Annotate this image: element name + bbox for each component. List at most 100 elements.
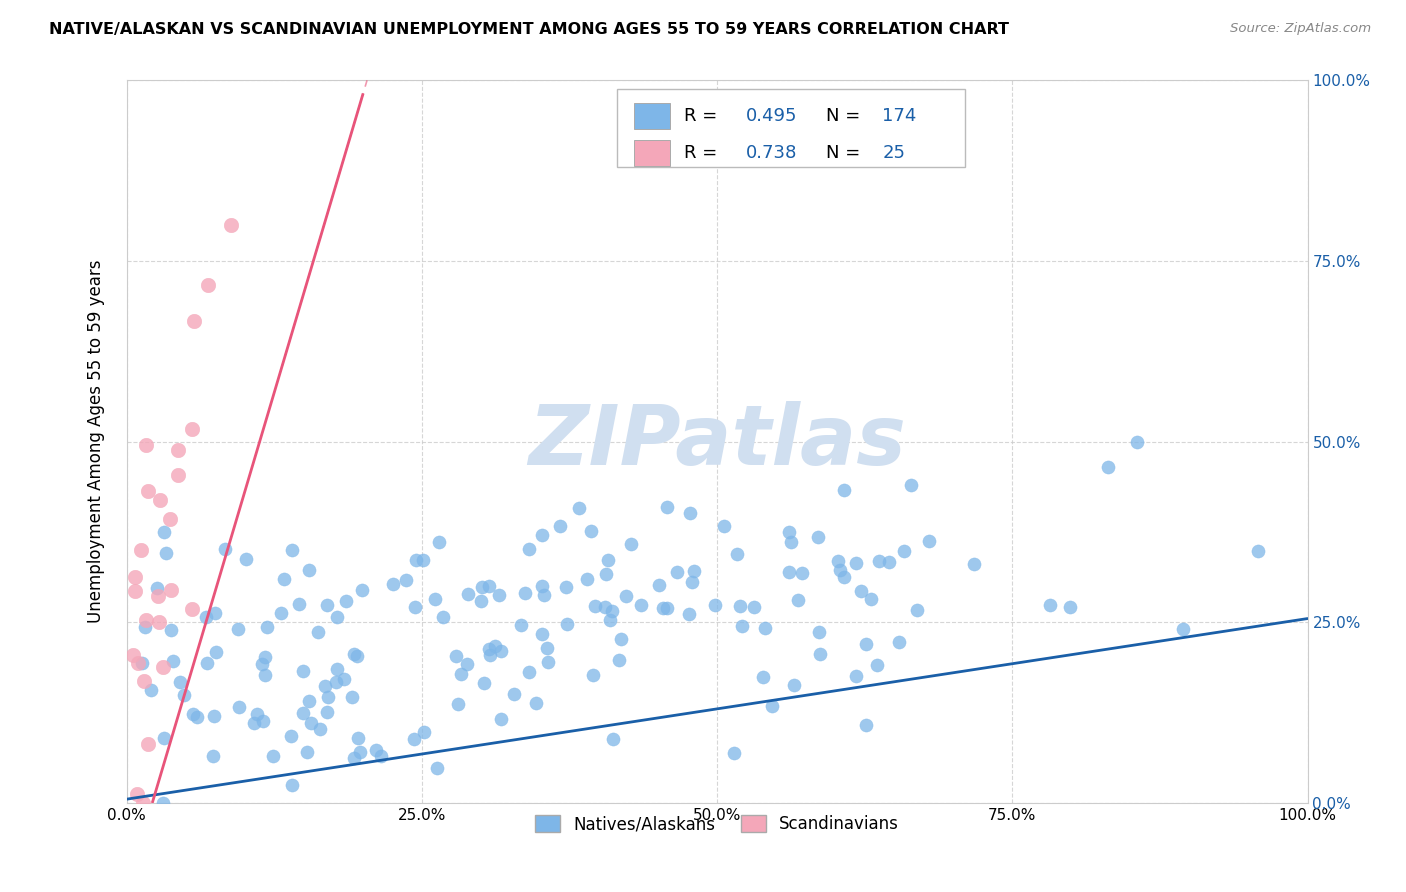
Point: [713, 518, 735, 533]
Point: [412, 724, 434, 739]
Point: [855, 637, 877, 651]
Point: [866, 658, 889, 673]
Point: [555, 617, 578, 632]
Point: [808, 647, 831, 661]
Point: [183, 314, 205, 328]
Point: [427, 534, 450, 549]
Point: [136, 484, 159, 499]
Point: [488, 588, 510, 602]
Point: [477, 579, 499, 593]
Point: [127, 787, 149, 801]
Text: ZIPatlas: ZIPatlas: [529, 401, 905, 482]
Point: [600, 603, 623, 617]
Point: [134, 620, 156, 634]
Point: [778, 565, 800, 579]
Point: [350, 583, 373, 598]
Point: [343, 750, 366, 764]
Point: [432, 610, 454, 624]
Point: [148, 590, 170, 604]
Point: [325, 674, 347, 689]
Bar: [634, 140, 669, 166]
Point: [614, 589, 637, 603]
Point: [918, 533, 941, 548]
Point: [219, 218, 242, 232]
Point: [554, 580, 576, 594]
Point: [620, 537, 643, 551]
Point: [405, 553, 427, 567]
Point: [122, 648, 145, 663]
Point: [531, 627, 554, 641]
Point: [568, 500, 591, 515]
Point: [394, 573, 416, 587]
Point: [166, 467, 188, 482]
Point: [593, 599, 616, 614]
Point: [299, 715, 322, 730]
Point: [180, 602, 202, 616]
Point: [197, 278, 219, 293]
Point: [900, 478, 922, 492]
Point: [131, 657, 153, 671]
Point: [152, 524, 174, 539]
Point: [807, 530, 830, 544]
Point: [444, 648, 467, 663]
Point: [124, 584, 146, 599]
Point: [832, 483, 855, 497]
Point: [256, 620, 278, 634]
Point: [657, 500, 679, 514]
Point: [155, 546, 177, 560]
Point: [254, 650, 277, 665]
Point: [346, 731, 368, 745]
Point: [478, 648, 501, 662]
Point: [291, 664, 314, 678]
Point: [533, 588, 555, 602]
Point: [314, 679, 336, 693]
Point: [316, 705, 339, 719]
Point: [162, 654, 184, 668]
Point: [595, 566, 617, 581]
Point: [169, 674, 191, 689]
Point: [484, 639, 506, 653]
Text: R =: R =: [683, 144, 723, 162]
Point: [905, 603, 928, 617]
Point: [807, 625, 830, 640]
Text: Source: ZipAtlas.com: Source: ZipAtlas.com: [1230, 22, 1371, 36]
Point: [877, 555, 900, 569]
Point: [152, 659, 174, 673]
Point: [153, 731, 176, 745]
Point: [173, 688, 195, 702]
Point: [599, 613, 621, 627]
Point: [214, 542, 236, 557]
Point: [730, 619, 752, 633]
Point: [270, 606, 292, 620]
Point: [754, 620, 776, 634]
Text: 0.495: 0.495: [745, 107, 797, 125]
Point: [630, 598, 652, 612]
Point: [228, 622, 250, 636]
Point: [491, 644, 513, 658]
Point: [845, 669, 868, 683]
Point: [343, 647, 366, 661]
Point: [141, 682, 163, 697]
Point: [253, 667, 276, 681]
Point: [478, 642, 501, 657]
Point: [195, 656, 218, 670]
Point: [655, 601, 678, 615]
Point: [1059, 599, 1081, 614]
Bar: [617, 89, 965, 167]
Point: [204, 606, 226, 620]
Point: [295, 746, 318, 760]
Point: [280, 729, 302, 743]
Point: [281, 543, 304, 558]
Point: [366, 743, 388, 757]
Point: [648, 578, 671, 592]
Point: [135, 438, 157, 452]
Point: [307, 625, 329, 640]
Point: [246, 706, 269, 721]
Point: [404, 600, 426, 615]
Point: [228, 700, 250, 714]
Point: [456, 657, 478, 671]
Text: NATIVE/ALASKAN VS SCANDINAVIAN UNEMPLOYMENT AMONG AGES 55 TO 59 YEARS CORRELATIO: NATIVE/ALASKAN VS SCANDINAVIAN UNEMPLOYM…: [49, 22, 1010, 37]
Point: [790, 566, 813, 581]
Point: [723, 746, 745, 760]
Point: [309, 723, 332, 737]
